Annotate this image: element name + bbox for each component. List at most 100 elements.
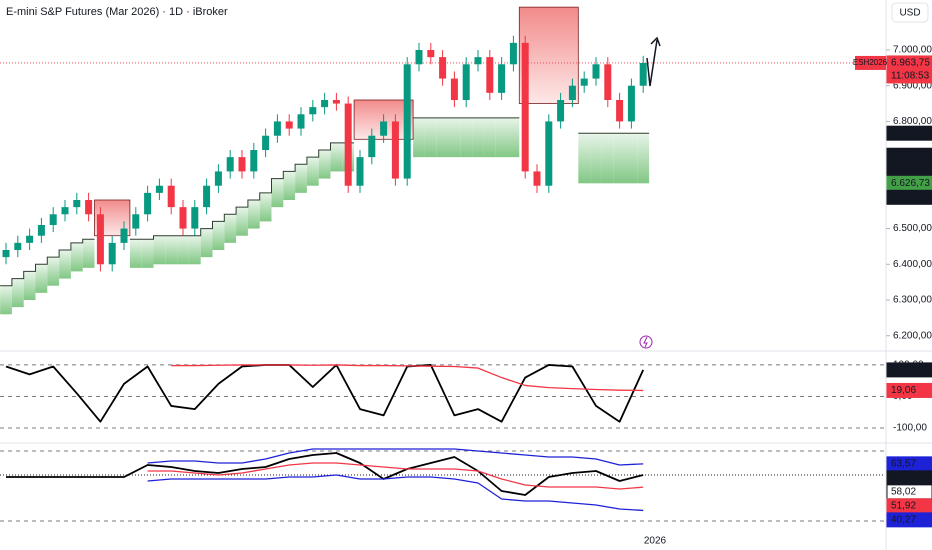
- trail-band: [35, 264, 48, 293]
- symbol-tag: ESH2026: [853, 58, 888, 67]
- trail-band: [11, 278, 24, 308]
- trail-band: [413, 117, 425, 158]
- price-label: 19,06: [891, 385, 916, 396]
- candle-body: [509, 42, 517, 65]
- price-label: 6.626,73: [891, 192, 930, 203]
- price-label: 6.668,60: [891, 164, 930, 175]
- price-label: 58,02: [891, 473, 916, 484]
- trail-band: [82, 239, 95, 268]
- candle-body: [262, 135, 270, 150]
- candle-body: [403, 64, 411, 179]
- price-label: 84,24: [891, 365, 916, 376]
- candle-body: [297, 114, 305, 129]
- trail-band: [448, 117, 461, 158]
- candle-body: [592, 64, 600, 79]
- trail-band: [188, 235, 201, 265]
- trail-band: [212, 221, 225, 250]
- indicator-line: [6, 452, 644, 496]
- plot-layer: [0, 6, 890, 522]
- candle-body: [61, 207, 69, 215]
- candle-body: [179, 207, 187, 229]
- price-label: 6.767,03: [891, 128, 930, 139]
- candle-body: [26, 235, 34, 243]
- trail-band: [318, 150, 331, 179]
- candle-body: [273, 121, 281, 136]
- trail-band: [177, 235, 189, 265]
- price-label-box: [886, 189, 932, 205]
- currency-label[interactable]: USD: [899, 8, 920, 19]
- indicator-line: [5, 364, 645, 423]
- trail-band: [472, 117, 484, 158]
- trail-band: [637, 133, 650, 184]
- trail-band: [613, 133, 626, 184]
- trail-line: [0, 117, 650, 287]
- candle-body: [627, 85, 635, 122]
- candle-body: [450, 78, 458, 100]
- trail-band: [129, 239, 142, 268]
- candle-body: [557, 100, 565, 122]
- y-tick-label: 7.000,00: [893, 45, 932, 56]
- candle-body: [85, 200, 93, 215]
- currency-button[interactable]: [891, 2, 929, 23]
- price-label-box: [886, 125, 932, 141]
- indicator-line: [147, 448, 644, 466]
- price-label-box: [886, 55, 932, 84]
- y-tick-label: 6.400,00: [893, 259, 932, 270]
- candle-body: [568, 85, 576, 100]
- candle-body: [462, 64, 470, 100]
- trail-band: [70, 242, 83, 272]
- candle-body: [521, 42, 529, 172]
- indicator-line: [171, 364, 644, 392]
- trail-band: [590, 133, 602, 184]
- arrow-head: [650, 36, 661, 47]
- trail-band: [59, 250, 71, 279]
- trail-band: [283, 171, 296, 200]
- candle-body: [415, 50, 423, 65]
- drawn-arrow: [646, 39, 658, 87]
- candle-body: [73, 200, 81, 208]
- candle-body: [120, 228, 128, 243]
- trail-band: [507, 117, 520, 158]
- trail-band: [259, 192, 272, 222]
- candle-body: [309, 107, 317, 115]
- trail-band: [23, 271, 36, 300]
- candle-body: [474, 57, 482, 65]
- chart-title: E-mini S&P Futures (Mar 2026) · 1D · iBr…: [6, 6, 228, 18]
- event-icon[interactable]: [639, 335, 653, 349]
- candle-body: [238, 157, 246, 172]
- candle-body: [321, 100, 329, 108]
- trail-band: [483, 117, 496, 158]
- indicator-line: [147, 474, 644, 512]
- price-label: 51,92: [891, 501, 916, 512]
- resistance-zone: [518, 6, 579, 104]
- candle-body: [203, 185, 211, 208]
- price-label-box: [886, 512, 932, 528]
- trail-band: [436, 117, 449, 158]
- x-axis-label: 2026: [644, 536, 667, 547]
- candle-body: [391, 121, 399, 179]
- trail-band: [601, 133, 614, 184]
- candle-body: [380, 121, 388, 136]
- price-label-box: [886, 382, 932, 398]
- price-label: 6.626,73: [891, 178, 930, 189]
- y-tick-label: 6.900,00: [893, 80, 932, 91]
- candle-body: [604, 64, 612, 100]
- price-label: 58,02: [891, 487, 916, 498]
- candle-body: [214, 171, 222, 186]
- symbol-tag-box: [855, 55, 886, 70]
- candle-body: [226, 157, 234, 172]
- trail-band: [295, 164, 307, 193]
- price-label: 6.963,75: [891, 58, 930, 69]
- candle-body: [356, 157, 364, 186]
- trail-band: [153, 235, 166, 265]
- trail-band: [625, 133, 638, 184]
- candle-body: [439, 57, 447, 79]
- candle-body: [155, 185, 163, 193]
- candle-body: [167, 185, 175, 208]
- candle-body: [486, 57, 494, 93]
- indicator-line: [147, 462, 644, 490]
- trail-band: [47, 257, 60, 286]
- y-tick-label: 6.200,00: [893, 330, 932, 341]
